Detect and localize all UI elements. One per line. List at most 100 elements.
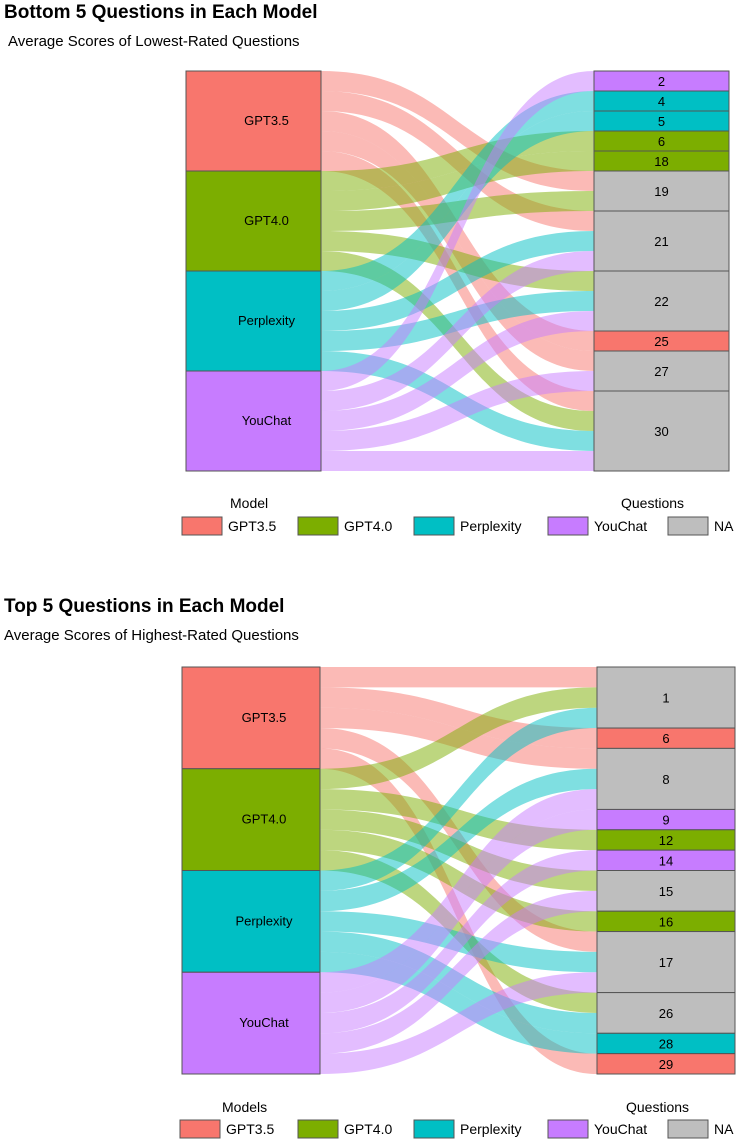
top5-legend-swatch-youchat (547, 1119, 589, 1139)
bottom5-legend-label-perplexity: Perplexity (460, 518, 521, 534)
bottom5-legend-swatch-na (667, 516, 709, 536)
top5-legend-swatch-gpt3-5 (179, 1119, 221, 1139)
top5-question-label-17: 17 (659, 955, 673, 970)
top5-question-label-8: 8 (662, 772, 669, 787)
bottom5-legend-questions-title: Questions (621, 495, 684, 511)
bottom5-legend-model-title: Model (230, 495, 268, 511)
bottom5-legend-label-na: NA (714, 518, 734, 534)
top5-question-label-28: 28 (659, 1036, 673, 1051)
bottom5-stratum-perplexity (185, 270, 322, 372)
top5-question-box-15 (596, 870, 736, 912)
bottom5-legend-label-youchat: YouChat (594, 518, 647, 534)
top5-stratum-gpt3-5 (181, 666, 321, 770)
top5-stratum-perplexity (181, 870, 321, 973)
top5-stratum-gpt4-0 (181, 768, 321, 871)
top5-legend-label-gpt4-0: GPT4.0 (344, 1121, 392, 1137)
bottom5-legend-swatch-perplexity (413, 516, 455, 536)
bottom5-question-label-5: 5 (658, 114, 665, 129)
top5-legend-swatch-na (667, 1119, 709, 1139)
top5-stratum-label-perplexity: Perplexity (235, 913, 293, 928)
top5-flows (320, 667, 597, 1074)
bottom5-stratum-label-gpt3-5: GPT3.5 (244, 113, 289, 128)
top5-legend-label-perplexity: Perplexity (460, 1121, 521, 1137)
top5-question-label-6: 6 (662, 731, 669, 746)
bottom5-flow-youchat-q22 (321, 311, 594, 431)
top5-flow-youchat-q17 (320, 972, 597, 1074)
bottom5-legend: GPT3.5 GPT4.0 Perplexity YouChat NA (181, 516, 734, 536)
bottom5-legend-swatch-gpt3-5 (181, 516, 223, 536)
top5-legend-swatch-perplexity (413, 1119, 455, 1139)
top5-legend-swatch-gpt4-0 (297, 1119, 339, 1139)
bottom5-question-stratum: 2 4 5 6 18 19 21 22 25 27 30 (593, 70, 730, 472)
top5-legend-models-title: Models (222, 1099, 267, 1115)
top5-flow-gpt3-5-q1 (320, 667, 597, 688)
top5-legend-questions-title: Questions (626, 1099, 689, 1115)
bottom5-stratum-label-perplexity: Perplexity (238, 313, 296, 328)
top5-panel: Top 5 Questions in Each Model Average Sc… (4, 596, 736, 1139)
bottom5-legend-label-gpt4-0: GPT4.0 (344, 518, 392, 534)
bottom5-question-box-22 (593, 270, 730, 332)
top5-flow-youchat-q14 (320, 850, 597, 1034)
top5-title: Top 5 Questions in Each Model (4, 596, 284, 617)
bottom5-panel: Bottom 5 Questions in Each Model Average… (4, 2, 734, 536)
top5-legend-label-na: NA (714, 1121, 734, 1137)
top5-flow-youchat-q15 (320, 890, 597, 1054)
bottom5-stratum-label-gpt4-0: GPT4.0 (244, 213, 289, 228)
top5-question-label-15: 15 (659, 884, 673, 899)
top5-model-stratum: GPT3.5 GPT4.0 Perplexity YouChat (181, 666, 321, 1075)
bottom5-question-box-21 (593, 210, 730, 272)
top5-flow-perplexity-q1 (320, 707, 597, 891)
bottom5-flows (321, 71, 594, 471)
bottom5-question-box-19 (593, 170, 730, 212)
bottom5-question-label-18: 18 (654, 154, 668, 169)
bottom5-flow-youchat-q21 (321, 251, 594, 411)
bottom5-legend-swatch-youchat (547, 516, 589, 536)
bottom5-question-label-4: 4 (658, 94, 665, 109)
bottom5-stratum-gpt4-0 (185, 170, 322, 272)
bottom5-flow-youchat-q30 (321, 451, 594, 471)
top5-question-label-26: 26 (659, 1006, 673, 1021)
top5-question-label-12: 12 (659, 833, 673, 848)
top5-stratum-label-youchat: YouChat (239, 1015, 289, 1030)
top5-question-label-1: 1 (662, 691, 669, 706)
top5-question-label-16: 16 (659, 914, 673, 929)
top5-question-box-29 (596, 1053, 736, 1075)
top5-legend-label-gpt3-5: GPT3.5 (226, 1121, 274, 1137)
bottom5-flow-perplexity-q21 (321, 231, 594, 331)
bottom5-stratum-gpt3-5 (185, 70, 322, 172)
bottom5-model-stratum: GPT3.5 GPT4.0 Perplexity YouChat (185, 70, 322, 472)
bottom5-stratum-label-youchat: YouChat (242, 413, 292, 428)
top5-stratum-label-gpt3-5: GPT3.5 (242, 710, 287, 725)
top5-legend: GPT3.5 GPT4.0 Perplexity YouChat NA (179, 1119, 734, 1139)
bottom5-question-label-25: 25 (654, 334, 668, 349)
top5-question-label-29: 29 (659, 1057, 673, 1072)
bottom5-question-label-19: 19 (654, 184, 668, 199)
bottom5-question-label-22: 22 (654, 294, 668, 309)
bottom5-question-label-30: 30 (654, 424, 668, 439)
top5-question-label-14: 14 (659, 853, 673, 868)
bottom5-legend-swatch-gpt4-0 (297, 516, 339, 536)
top5-question-label-9: 9 (662, 813, 669, 828)
top5-legend-label-youchat: YouChat (594, 1121, 647, 1137)
top5-question-box-26 (596, 992, 736, 1034)
bottom5-flow-youchat-q27 (321, 371, 594, 451)
bottom5-question-box-30 (593, 390, 730, 472)
bottom5-question-label-21: 21 (654, 234, 668, 249)
top5-stratum-label-gpt4-0: GPT4.0 (242, 812, 287, 827)
bottom5-title: Bottom 5 Questions in Each Model (4, 2, 318, 23)
top5-flow-youchat-q9 (320, 809, 597, 1013)
bottom5-flow-perplexity-q5 (321, 111, 594, 311)
bottom5-flow-perplexity-q4 (321, 91, 594, 291)
bottom5-question-label-2: 2 (658, 74, 665, 89)
top5-stratum-youchat (181, 971, 321, 1075)
bottom5-legend-label-gpt3-5: GPT3.5 (228, 518, 276, 534)
bottom5-question-label-27: 27 (654, 364, 668, 379)
bottom5-subtitle: Average Scores of Lowest-Rated Questions (8, 33, 300, 50)
top5-subtitle: Average Scores of Highest-Rated Question… (4, 627, 299, 644)
bottom5-flow-youchat-q2 (321, 71, 594, 391)
bottom5-question-label-6: 6 (658, 134, 665, 149)
top5-flow-gpt4-0-q1 (320, 687, 597, 790)
top5-flow-perplexity-q8 (320, 768, 597, 912)
